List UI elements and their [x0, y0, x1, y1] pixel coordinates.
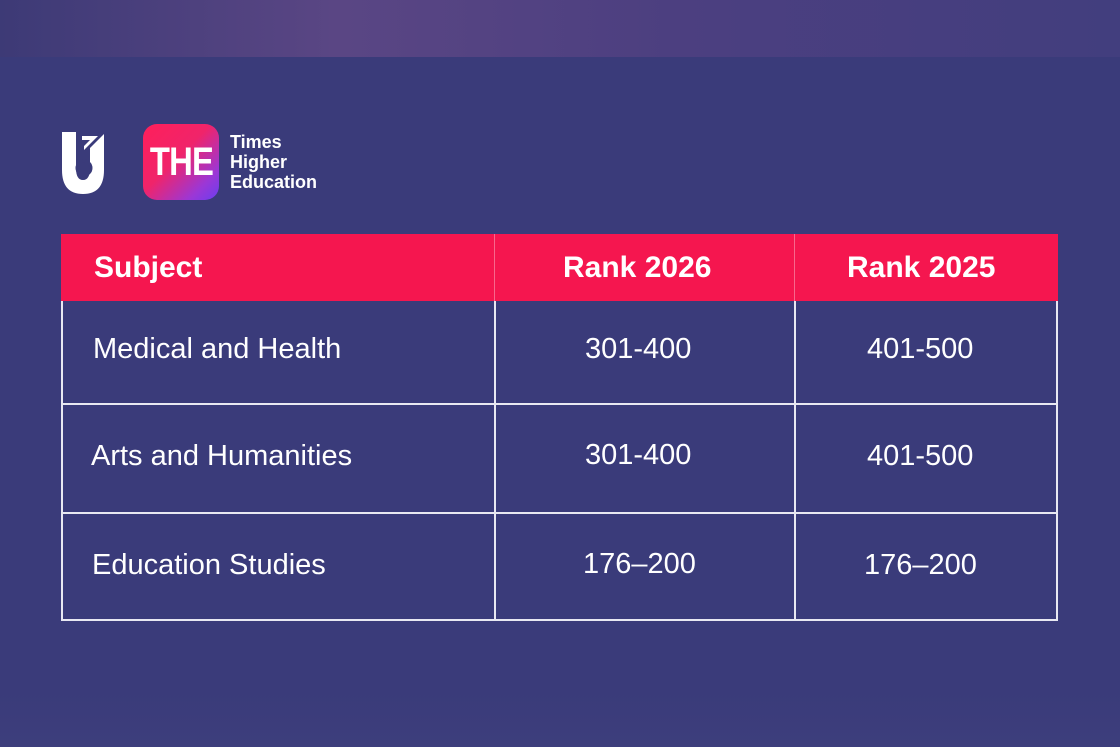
header-rank-2026: Rank 2026 [563, 250, 712, 284]
university-crest-icon [62, 132, 104, 194]
row-3-subject: Education Studies [92, 548, 326, 581]
row-1-subject: Medical and Health [93, 332, 342, 365]
wordmark-line-2: Higher [230, 152, 288, 172]
column-divider [494, 301, 496, 621]
row-1-rank-2025: 401-500 [867, 332, 974, 365]
row-2-rank-2025: 401-500 [867, 439, 974, 472]
wordmark-line-3: Education [230, 172, 318, 192]
row-1-rank-2026: 301-400 [585, 332, 692, 365]
top-decorative-band [0, 0, 1120, 57]
row-2-subject: Arts and Humanities [91, 439, 353, 472]
row-2-rank-2026: 301-400 [585, 438, 692, 471]
bottom-decorative-band [0, 690, 1120, 747]
header-divider [794, 234, 795, 301]
row-divider [61, 403, 1058, 405]
the-badge-text: THE [149, 140, 213, 184]
column-divider [794, 301, 796, 621]
row-divider [61, 512, 1058, 514]
wordmark-line-1: Times [230, 132, 282, 152]
table-body [61, 301, 1058, 621]
header-subject: Subject [94, 250, 203, 284]
the-wordmark: Times Higher Education [230, 132, 317, 192]
the-badge-logo: THE [143, 124, 219, 200]
row-3-rank-2025: 176–200 [864, 548, 977, 581]
row-3-rank-2026: 176–200 [583, 547, 696, 580]
header-rank-2025: Rank 2025 [847, 250, 996, 284]
header-divider [494, 234, 495, 301]
table-header: Subject Rank 2026 Rank 2025 [61, 234, 1058, 301]
